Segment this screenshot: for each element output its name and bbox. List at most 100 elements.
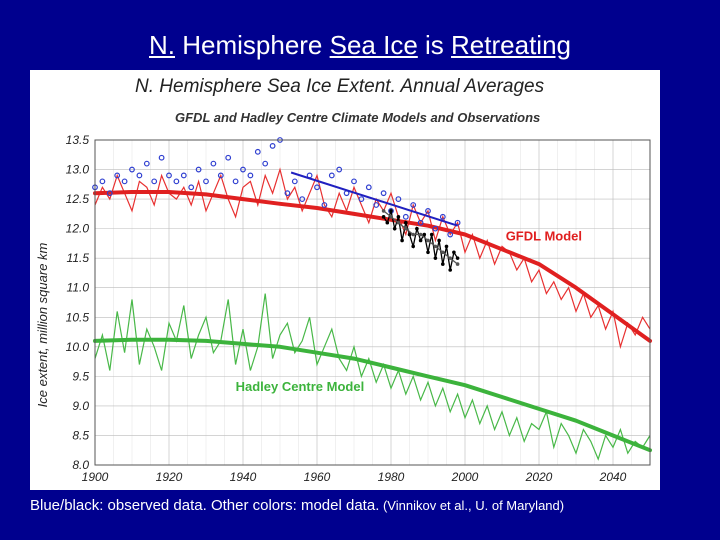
series-6-point-9 [415,226,419,231]
series-4-point-38 [373,202,380,208]
series-7-point-5 [418,232,423,237]
title-part-4: Retreating [451,30,571,60]
series-4-point-35 [351,178,357,185]
y-tick-11: 13.5 [66,133,90,147]
series-6-point-15 [437,238,441,243]
slide-title: N. Hemisphere Sea Ice is Retreating [0,30,720,61]
x-tick-2000: 2000 [451,470,479,484]
series-4-point-7 [143,160,150,167]
title-part-3: is [417,30,452,60]
series-4-point-12 [180,172,187,179]
series-4-point-27 [291,178,298,185]
series-6-point-8 [411,244,416,249]
x-tick-1940: 1940 [230,470,257,484]
y-tick-5: 10.5 [66,310,90,324]
series-4-point-43 [410,202,417,208]
series-4-point-16 [210,160,217,167]
caption: Blue/black: observed data. Other colors:… [30,497,710,514]
x-tick-2020: 2020 [525,470,553,484]
sea-ice-chart: N. Hemisphere Sea Ice Extent. Annual Ave… [35,76,652,484]
series-6-point-6 [404,220,408,225]
series-4-point-8 [151,178,158,185]
y-tick-2: 9.0 [72,399,89,413]
series-4-point-48 [447,231,454,238]
chart-title: N. Hemisphere Sea Ice Extent. Annual Ave… [135,76,545,97]
y-tick-10: 13.0 [66,163,90,177]
series-7-point-6 [426,238,430,243]
series-4-point-47 [439,213,446,220]
series-6-point-18 [448,268,453,272]
series-layer [92,137,652,461]
series-7-point-8 [441,250,445,255]
series-4-point-5 [129,166,135,173]
series-4-point-3 [114,172,121,179]
series-4-point-11 [173,178,180,185]
y-tick-8: 12.0 [66,222,90,236]
series-7-point-4 [411,232,416,237]
series-4-point-33 [336,166,343,173]
x-tick-2040: 2040 [599,470,627,484]
series-4-point-21 [247,172,254,179]
series-7-point-9 [448,256,453,260]
annotations: GFDL Model Hadley Centre Model [236,228,582,394]
series-5-trend-line [290,171,458,227]
y-tick-1: 8.5 [72,428,89,442]
series-4-point-18 [225,154,232,161]
series-1-smooth-line [93,190,652,343]
series-6-point-11 [422,232,427,237]
series-4-point-20 [240,166,246,173]
series-4-point-4 [121,178,128,185]
annotation-0: GFDL Model [506,228,582,243]
series-6-point-1 [385,220,390,225]
series-7-point-10 [455,262,460,266]
x-tick-1920: 1920 [156,470,183,484]
series-4-point-31 [321,202,328,208]
series-7-point-1 [389,215,393,219]
series-4-point-32 [328,172,335,179]
series-4-point-9 [158,154,165,161]
x-tick-1900: 1900 [82,470,109,484]
series-7-point-7 [433,244,438,249]
series-4-point-28 [299,196,306,202]
series-4-point-37 [365,184,372,191]
x-tick-1960: 1960 [304,470,331,484]
series-4-point-46 [432,225,439,232]
series-6-point-19 [452,250,456,255]
series-4-point-15 [203,178,209,185]
series-7-point-0 [381,209,386,213]
series-4-point-44 [417,219,424,226]
series-4-point-36 [358,196,365,202]
y-tick-0: 8.0 [72,458,89,472]
series-6-point-20 [455,256,460,260]
plot-border [94,139,651,466]
chart-subtitle: GFDL and Hadley Centre Climate Models an… [175,110,540,125]
series-7-point-2 [396,220,401,225]
series-4-point-41 [395,196,402,202]
series-4-point-24 [269,143,276,149]
series-4-point-10 [166,172,172,179]
chart-frame: N. Hemisphere Sea Ice Extent. Annual Ave… [30,70,660,490]
y-tick-9: 12.5 [66,192,90,206]
series-6-point-2 [389,209,393,213]
series-4-point-23 [262,160,269,167]
series-7-point-3 [404,226,408,231]
x-tick-1980: 1980 [378,470,405,484]
series-4-point-42 [402,213,409,220]
title-part-1: Hemisphere [175,30,330,60]
y-tick-7: 11.5 [67,251,90,265]
series-4-point-14 [195,166,202,173]
series-0-line [94,167,651,350]
series-4-point-19 [232,178,239,185]
series-6-point-0 [381,215,386,219]
series-4-point-30 [314,184,320,191]
series-4-point-13 [188,184,195,191]
y-axis-label: Ice extent, million square km [35,242,50,407]
caption-source: (Vinnikov et al., U. of Maryland) [379,498,565,513]
series-2-line [94,293,651,461]
y-tick-4: 10.0 [66,340,90,354]
title-part-0: N. [149,30,175,60]
series-6-point-17 [444,244,449,249]
series-4-point-45 [425,208,431,214]
series-4-point-2 [106,190,113,197]
series-4-point-6 [136,172,143,179]
